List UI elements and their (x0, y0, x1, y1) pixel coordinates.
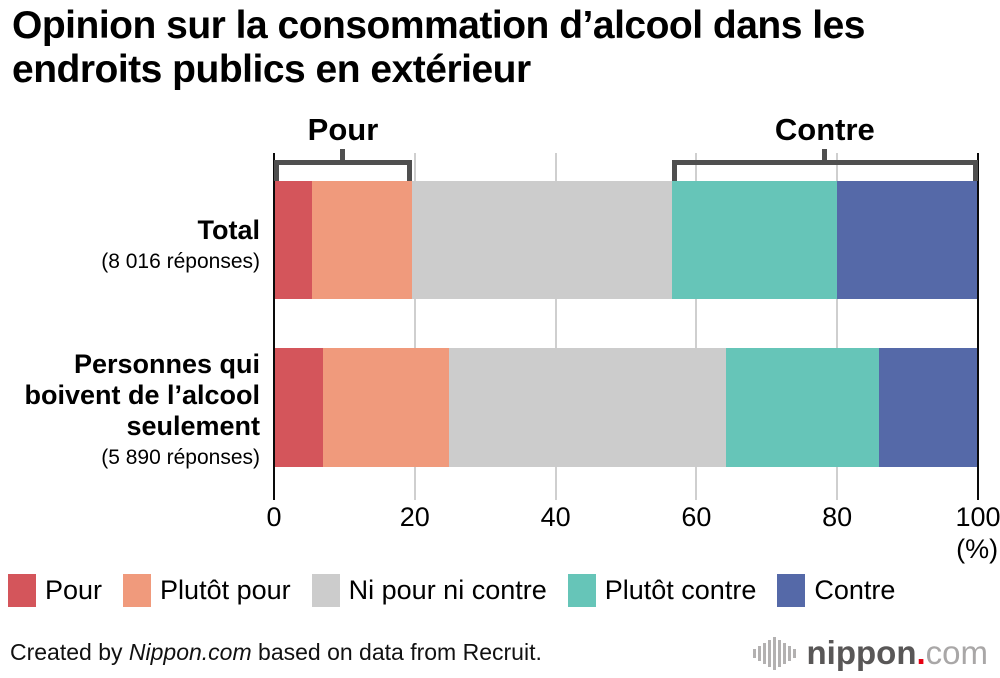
legend-label-ni-pour-ni-contre: Ni pour ni contre (348, 575, 547, 605)
tick-label-0: 0 (266, 502, 282, 532)
bar-segment-plut-t-contre (671, 181, 838, 299)
legend-item-ni-pour-ni-contre: Ni pour ni contre (311, 574, 547, 607)
gridline-80 (836, 153, 839, 500)
gridline-60 (695, 153, 698, 500)
pour-group-label: Pour (307, 112, 379, 147)
nippon-logo-name: nippon (806, 634, 917, 671)
legend-label-pour: Pour (45, 575, 103, 605)
tick-label-100: 100 (955, 502, 1000, 532)
x-axis-ticks: 0 20 40 60 80 100 (266, 502, 1000, 536)
bar-segment-contre (837, 181, 978, 299)
legend-label-contre: Contre (814, 575, 896, 605)
plot-area: Pour Contre 0 20 40 60 80 100 (%) (266, 112, 1000, 564)
bar-segment-plut-t-contre (725, 348, 880, 467)
credit-prefix: Created by (10, 639, 129, 665)
bar-segment-ni-pour-ni-contre (449, 348, 726, 467)
bar-segment-ni-pour-ni-contre (411, 181, 672, 299)
axis-unit-label: (%) (956, 534, 999, 564)
contre-group-label: Contre (774, 112, 875, 147)
credit-line: Created by Nippon.com based on data from… (10, 639, 542, 666)
legend-item-pour: Pour (8, 574, 102, 607)
legend-item-plutot-contre: Plutôt contre (567, 574, 757, 607)
legend-swatch-plutot-pour (123, 574, 152, 607)
tick-label-60: 60 (681, 502, 712, 532)
row-label-drinkers-line2: boivent de l’alcool (24, 380, 260, 410)
nippon-waveform-icon (752, 636, 798, 670)
chart-title-line1: Opinion sur la consommation d’alcool dan… (12, 4, 865, 47)
contre-bracket: Contre (671, 112, 978, 181)
legend-item-contre: Contre (777, 574, 895, 607)
legend-swatch-contre (777, 574, 806, 607)
bar-segment-pour (274, 181, 313, 299)
chart-title: Opinion sur la consommation d’alcool dan… (12, 4, 865, 92)
nippon-logo: nippon.com (752, 634, 988, 672)
row-label-total-text: Total (197, 215, 261, 245)
nippon-logo-dot: . (916, 634, 926, 671)
legend-label-plutot-pour: Plutôt pour (160, 575, 291, 605)
legend-label-plutot-contre: Plutôt contre (604, 575, 757, 605)
legend-swatch-pour (8, 574, 36, 607)
gridline-20 (413, 153, 416, 500)
axis-line-0 (273, 153, 275, 500)
gridline-40 (554, 153, 557, 500)
legend-item-plutot-pour: Plutôt pour (123, 574, 291, 607)
row-label-total-responses: (8 016 réponses) (101, 250, 260, 273)
row-label-drinkers: Personnes qui boivent de l’alcool seulem… (24, 349, 260, 470)
tick-label-20: 20 (399, 502, 430, 532)
legend-swatch-plutot-contre (567, 574, 596, 607)
row-label-drinkers-line1: Personnes qui (73, 349, 260, 379)
bar-segment-plut-t-pour (312, 181, 412, 299)
axis-line-100 (977, 153, 979, 500)
pour-bracket: Pour (274, 112, 412, 181)
row-label-drinkers-line3: seulement (126, 411, 260, 441)
bar-drinkers-only (274, 348, 978, 467)
tick-label-40: 40 (540, 502, 571, 532)
nippon-logo-tld: com (925, 634, 988, 671)
nippon-logo-text: nippon.com (807, 634, 988, 672)
contre-bracket-tick (822, 149, 828, 165)
credit-brand: Nippon.com (128, 639, 252, 665)
credit-suffix: based on data from Recruit. (251, 639, 542, 665)
bar-segment-plut-t-pour (323, 348, 450, 467)
bar-segment-pour (274, 348, 324, 467)
legend: Pour Plutôt pour Ni pour ni contre Plutô… (8, 574, 895, 607)
tick-label-80: 80 (822, 502, 853, 532)
row-label-total: Total (8 016 réponses) (101, 215, 260, 274)
bar-total (274, 181, 978, 299)
bar-segment-contre (879, 348, 978, 467)
chart-title-line2: endroits publics en extérieur (12, 48, 531, 92)
row-label-drinkers-responses: (5 890 réponses) (101, 446, 260, 469)
legend-swatch-ni-pour-ni-contre (311, 574, 340, 607)
pour-bracket-tick (340, 149, 346, 165)
